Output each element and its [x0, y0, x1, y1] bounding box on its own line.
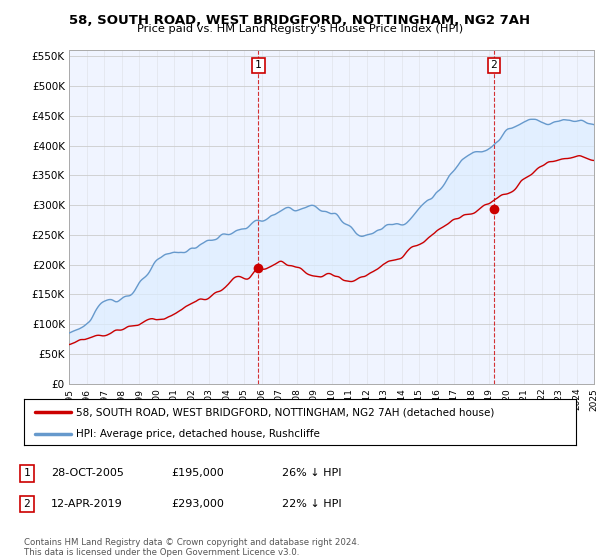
- Text: 2: 2: [490, 60, 497, 71]
- Text: 2: 2: [23, 499, 31, 509]
- Text: 1: 1: [255, 60, 262, 71]
- Text: £195,000: £195,000: [171, 468, 224, 478]
- Text: Price paid vs. HM Land Registry's House Price Index (HPI): Price paid vs. HM Land Registry's House …: [137, 24, 463, 34]
- Text: 12-APR-2019: 12-APR-2019: [51, 499, 123, 509]
- Text: £293,000: £293,000: [171, 499, 224, 509]
- Text: 22% ↓ HPI: 22% ↓ HPI: [282, 499, 341, 509]
- Text: 58, SOUTH ROAD, WEST BRIDGFORD, NOTTINGHAM, NG2 7AH: 58, SOUTH ROAD, WEST BRIDGFORD, NOTTINGH…: [70, 14, 530, 27]
- Text: 26% ↓ HPI: 26% ↓ HPI: [282, 468, 341, 478]
- Text: 58, SOUTH ROAD, WEST BRIDGFORD, NOTTINGHAM, NG2 7AH (detached house): 58, SOUTH ROAD, WEST BRIDGFORD, NOTTINGH…: [76, 407, 495, 417]
- Text: 1: 1: [23, 468, 31, 478]
- Text: Contains HM Land Registry data © Crown copyright and database right 2024.
This d: Contains HM Land Registry data © Crown c…: [24, 538, 359, 557]
- Text: 28-OCT-2005: 28-OCT-2005: [51, 468, 124, 478]
- Text: HPI: Average price, detached house, Rushcliffe: HPI: Average price, detached house, Rush…: [76, 429, 320, 438]
